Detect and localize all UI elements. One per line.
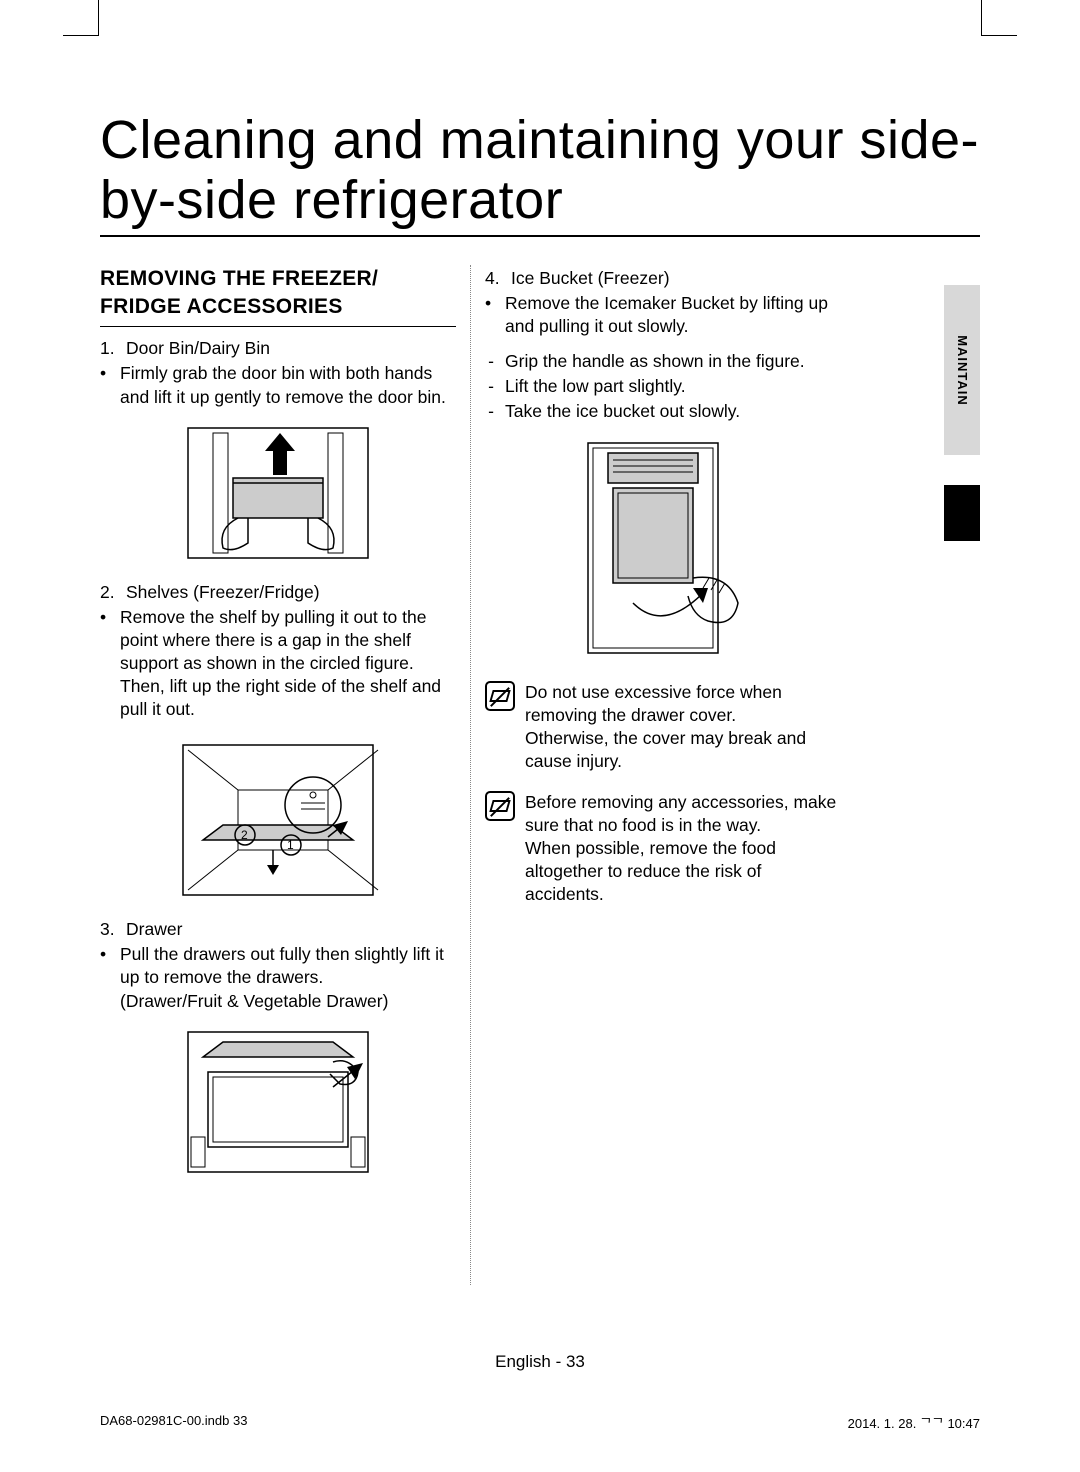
svg-text:1: 1 <box>287 838 294 852</box>
substep: -Lift the low part slightly. <box>485 375 840 398</box>
note-text: Do not use excessive force when removing… <box>525 681 840 773</box>
step-4-detail: • Remove the Icemaker Bucket by lifting … <box>485 292 840 338</box>
bullet-text: Firmly grab the door bin with both hands… <box>120 362 456 408</box>
meta-timestamp: 2014. 1. 28. ᄀᄀ 10:47 <box>848 1413 980 1432</box>
dash-text: Lift the low part slightly. <box>505 375 686 398</box>
tab-text: MAINTAIN <box>955 335 970 406</box>
print-meta: DA68-02981C-00.indb 33 2014. 1. 28. ᄀᄀ 1… <box>100 1413 980 1432</box>
bullet-icon: • <box>100 943 112 1012</box>
step-3: 3. Drawer <box>100 918 456 941</box>
substep: -Take the ice bucket out slowly. <box>485 400 840 423</box>
step-number: 4. <box>485 267 503 290</box>
step-title: Drawer <box>126 918 182 941</box>
left-column: REMOVING THE FREEZER/ FRIDGE ACCESSORIES… <box>100 265 470 1285</box>
step-1: 1. Door Bin/Dairy Bin <box>100 337 456 360</box>
bullet-text: Pull the drawers out fully then slightly… <box>120 943 456 1012</box>
note-text: Before removing any accessories, make su… <box>525 791 840 906</box>
crop-mark <box>98 0 99 36</box>
note-icon <box>485 791 515 821</box>
step-4: 4. Ice Bucket (Freezer) <box>485 267 840 290</box>
figure-drawer <box>183 1027 373 1177</box>
page-footer: English - 33 <box>0 1352 1080 1372</box>
dash-icon: - <box>485 400 497 423</box>
tab-label: MAINTAIN <box>944 285 980 455</box>
dash-icon: - <box>485 375 497 398</box>
right-column: 4. Ice Bucket (Freezer) • Remove the Ice… <box>470 265 840 1285</box>
step-title: Shelves (Freezer/Fridge) <box>126 581 320 604</box>
meta-filename: DA68-02981C-00.indb 33 <box>100 1413 247 1432</box>
content-columns: REMOVING THE FREEZER/ FRIDGE ACCESSORIES… <box>100 265 980 1285</box>
step-3-detail: • Pull the drawers out fully then slight… <box>100 943 456 1012</box>
bullet-icon: • <box>100 606 112 721</box>
step-2-detail: • Remove the shelf by pulling it out to … <box>100 606 456 721</box>
crop-mark <box>981 0 982 36</box>
note-icon <box>485 681 515 711</box>
note-1: Do not use excessive force when removing… <box>485 681 840 773</box>
note-2: Before removing any accessories, make su… <box>485 791 840 906</box>
bullet-icon: • <box>100 362 112 408</box>
substep: -Grip the handle as shown in the figure. <box>485 350 840 373</box>
step-number: 3. <box>100 918 118 941</box>
dash-text: Take the ice bucket out slowly. <box>505 400 740 423</box>
bullet-text: Remove the shelf by pulling it out to th… <box>120 606 456 721</box>
step-number: 2. <box>100 581 118 604</box>
step-title: Ice Bucket (Freezer) <box>511 267 670 290</box>
dash-text: Grip the handle as shown in the figure. <box>505 350 805 373</box>
figure-door-bin <box>183 423 373 563</box>
section-heading: REMOVING THE FREEZER/ FRIDGE ACCESSORIES <box>100 265 456 327</box>
figure-ice-bucket <box>563 438 763 663</box>
step-1-detail: • Firmly grab the door bin with both han… <box>100 362 456 408</box>
bullet-text: Remove the Icemaker Bucket by lifting up… <box>505 292 840 338</box>
step-number: 1. <box>100 337 118 360</box>
tab-marker <box>944 485 980 541</box>
page-title: Cleaning and maintaining your side-by-si… <box>100 110 980 237</box>
step-2: 2. Shelves (Freezer/Fridge) <box>100 581 456 604</box>
svg-text:2: 2 <box>241 828 248 842</box>
manual-page: Cleaning and maintaining your side-by-si… <box>0 0 1080 1472</box>
section-tab: MAINTAIN <box>944 285 980 595</box>
step-title: Door Bin/Dairy Bin <box>126 337 270 360</box>
bullet-icon: • <box>485 292 497 338</box>
figure-shelf: 2 1 <box>173 735 383 900</box>
dash-icon: - <box>485 350 497 373</box>
